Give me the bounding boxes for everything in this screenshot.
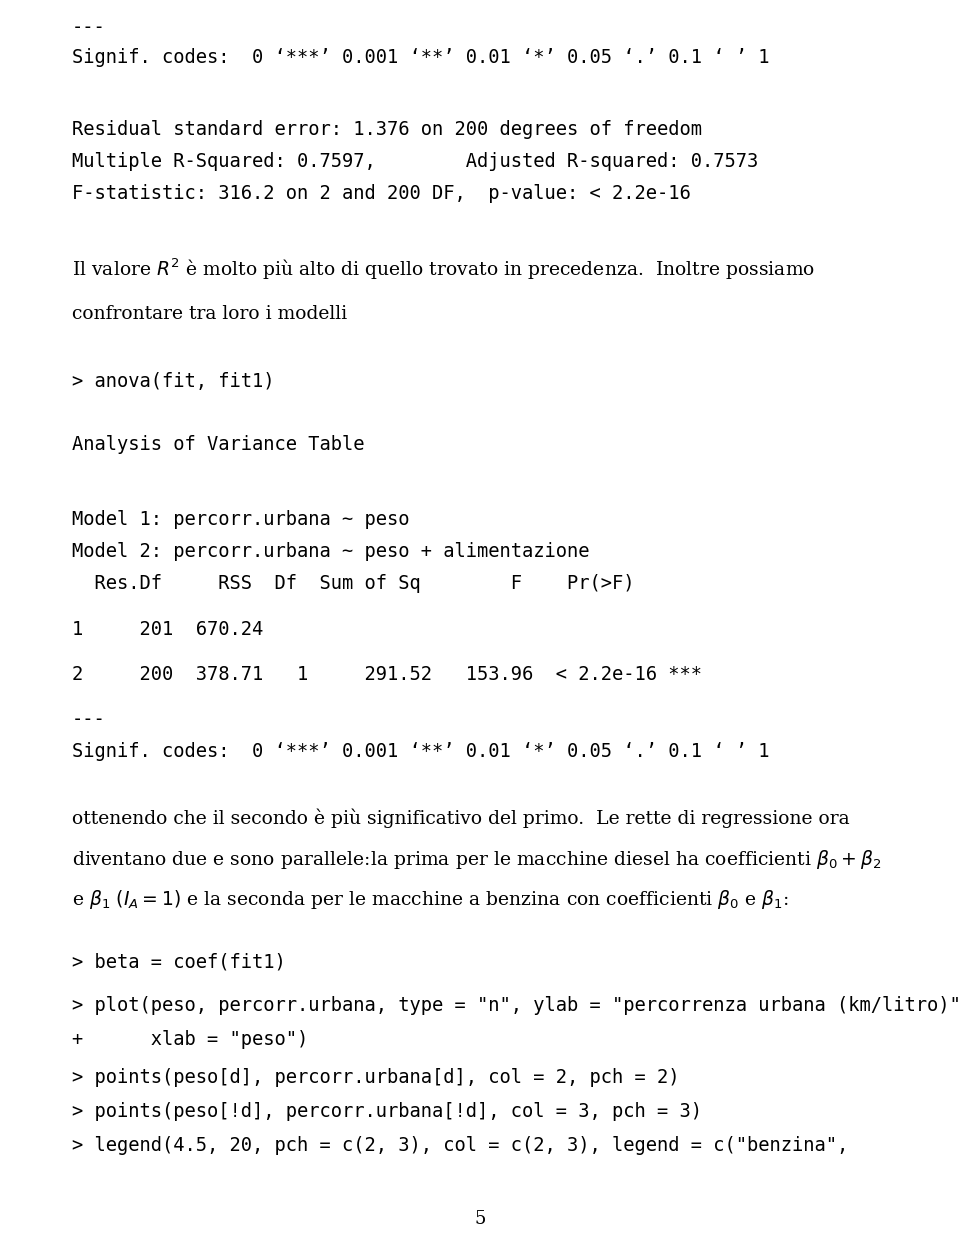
- Text: Model 1: percorr.urbana ~ peso: Model 1: percorr.urbana ~ peso: [72, 510, 410, 529]
- Text: Analysis of Variance Table: Analysis of Variance Table: [72, 435, 365, 454]
- Text: ---: ---: [72, 711, 106, 729]
- Text: Res.Df     RSS  Df  Sum of Sq        F    Pr(>F): Res.Df RSS Df Sum of Sq F Pr(>F): [72, 574, 635, 593]
- Text: Model 2: percorr.urbana ~ peso + alimentazione: Model 2: percorr.urbana ~ peso + aliment…: [72, 542, 589, 560]
- Text: F-statistic: 316.2 on 2 and 200 DF,  p-value: < 2.2e-16: F-statistic: 316.2 on 2 and 200 DF, p-va…: [72, 184, 691, 203]
- Text: > plot(peso, percorr.urbana, type = "n", ylab = "percorrenza urbana (km/litro)",: > plot(peso, percorr.urbana, type = "n",…: [72, 996, 960, 1016]
- Text: ---: ---: [72, 19, 106, 37]
- Text: 1     201  670.24: 1 201 670.24: [72, 620, 263, 639]
- Text: Il valore $R^2$ è molto più alto di quello trovato in precedenza.  Inoltre possi: Il valore $R^2$ è molto più alto di quel…: [72, 255, 815, 281]
- Text: Signif. codes:  0 ‘***’ 0.001 ‘**’ 0.01 ‘*’ 0.05 ‘.’ 0.1 ‘ ’ 1: Signif. codes: 0 ‘***’ 0.001 ‘**’ 0.01 ‘…: [72, 48, 770, 67]
- Text: Multiple R-Squared: 0.7597,        Adjusted R-squared: 0.7573: Multiple R-Squared: 0.7597, Adjusted R-s…: [72, 153, 758, 171]
- Text: 2     200  378.71   1     291.52   153.96  < 2.2e-16 ***: 2 200 378.71 1 291.52 153.96 < 2.2e-16 *…: [72, 665, 702, 684]
- Text: Signif. codes:  0 ‘***’ 0.001 ‘**’ 0.01 ‘*’ 0.05 ‘.’ 0.1 ‘ ’ 1: Signif. codes: 0 ‘***’ 0.001 ‘**’ 0.01 ‘…: [72, 742, 770, 761]
- Text: +      xlab = "peso"): + xlab = "peso"): [72, 1030, 308, 1049]
- Text: e $\beta_1$ $(I_A = 1)$ e la seconda per le macchine a benzina con coefficienti : e $\beta_1$ $(I_A = 1)$ e la seconda per…: [72, 888, 789, 911]
- Text: 5: 5: [474, 1210, 486, 1228]
- Text: > beta = coef(fit1): > beta = coef(fit1): [72, 952, 286, 971]
- Text: > legend(4.5, 20, pch = c(2, 3), col = c(2, 3), legend = c("benzina",: > legend(4.5, 20, pch = c(2, 3), col = c…: [72, 1136, 849, 1154]
- Text: Residual standard error: 1.376 on 200 degrees of freedom: Residual standard error: 1.376 on 200 de…: [72, 120, 702, 139]
- Text: confrontare tra loro i modelli: confrontare tra loro i modelli: [72, 305, 348, 322]
- Text: > anova(fit, fit1): > anova(fit, fit1): [72, 372, 275, 391]
- Text: ottenendo che il secondo è più significativo del primo.  Le rette di regressione: ottenendo che il secondo è più significa…: [72, 808, 850, 827]
- Text: > points(peso[!d], percorr.urbana[!d], col = 3, pch = 3): > points(peso[!d], percorr.urbana[!d], c…: [72, 1102, 702, 1121]
- Text: diventano due e sono parallele:la prima per le macchine diesel ha coefficienti $: diventano due e sono parallele:la prima …: [72, 848, 881, 870]
- Text: > points(peso[d], percorr.urbana[d], col = 2, pch = 2): > points(peso[d], percorr.urbana[d], col…: [72, 1068, 680, 1087]
